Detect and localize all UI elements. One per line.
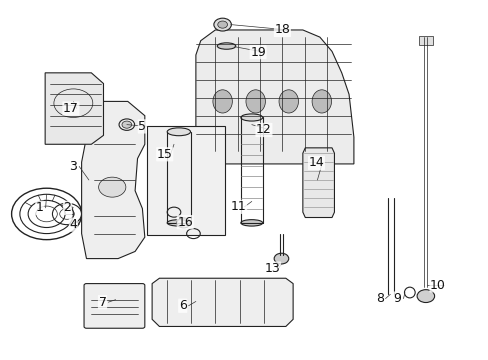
Ellipse shape [241,114,262,121]
Ellipse shape [241,220,262,226]
Text: 18: 18 [274,23,290,36]
Polygon shape [45,73,103,144]
FancyBboxPatch shape [84,284,144,328]
Text: 8: 8 [375,292,383,305]
Circle shape [122,121,131,128]
Polygon shape [196,30,353,164]
Circle shape [99,177,125,197]
FancyBboxPatch shape [418,36,432,45]
Ellipse shape [217,43,235,49]
Circle shape [213,18,231,31]
Text: 2: 2 [63,201,71,214]
Ellipse shape [212,90,232,113]
Text: 9: 9 [393,292,401,305]
Text: 19: 19 [250,46,265,59]
Text: 16: 16 [177,216,193,229]
Ellipse shape [245,90,265,113]
FancyBboxPatch shape [147,126,224,235]
Text: 10: 10 [429,279,445,292]
Polygon shape [81,102,144,258]
Circle shape [274,253,288,264]
Polygon shape [152,278,292,327]
Text: 1: 1 [36,201,43,214]
Text: 7: 7 [98,296,106,309]
Ellipse shape [279,90,298,113]
Text: 11: 11 [230,200,246,213]
Polygon shape [302,148,334,217]
Text: 3: 3 [69,160,77,173]
Circle shape [416,290,434,302]
Ellipse shape [311,90,331,113]
Text: 4: 4 [69,218,77,231]
Ellipse shape [167,128,190,136]
Circle shape [217,21,227,28]
Text: 17: 17 [63,102,79,115]
Text: 12: 12 [256,123,271,136]
Text: 15: 15 [157,148,172,161]
Text: 14: 14 [308,156,324,169]
Text: 13: 13 [264,262,280,275]
Text: 6: 6 [179,299,186,312]
Ellipse shape [167,220,190,226]
Text: 5: 5 [138,120,146,133]
